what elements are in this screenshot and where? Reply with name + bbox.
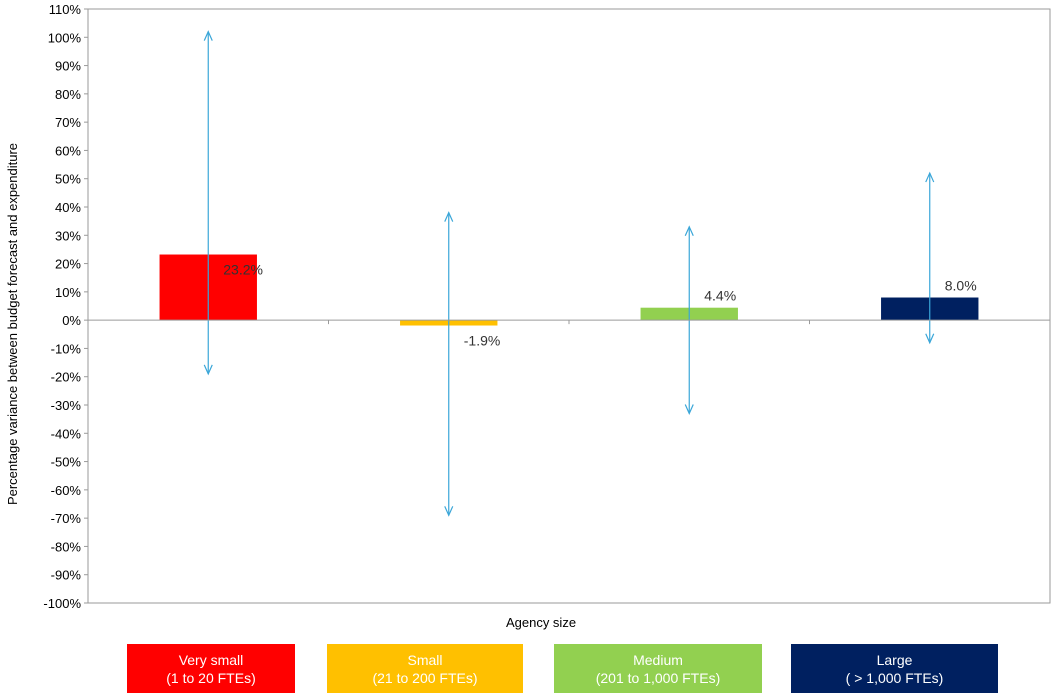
legend-item-small: Small (21 to 200 FTEs) (327, 644, 523, 693)
y-tick-label: 20% (55, 257, 81, 272)
data-label: 8.0% (945, 278, 977, 294)
legend-item-large: Large ( > 1,000 FTEs) (791, 644, 998, 693)
y-tick-label: 30% (55, 228, 81, 243)
data-label: 4.4% (704, 288, 736, 304)
y-tick-label: 60% (55, 143, 81, 158)
y-tick-label: 10% (55, 285, 81, 300)
bars (159, 254, 979, 326)
legend-sublabel: (201 to 1,000 FTEs) (595, 669, 721, 686)
range-arrow (444, 211, 454, 517)
y-tick-label: 80% (55, 87, 81, 102)
legend-label: Large (876, 651, 913, 668)
y-axis-ticks: 110% 100% 90% 80% 70% 60% 50% 40% 30% 20% 10% 0% -10… (43, 2, 88, 611)
plot-area (87, 8, 1051, 604)
x-axis-title: Agency size (506, 615, 576, 630)
y-tick-label: -20% (51, 370, 82, 385)
legend-label: Small (407, 651, 443, 668)
legend-item-medium: Medium (201 to 1,000 FTEs) (554, 644, 762, 693)
chart: 110% 100% 90% 80% 70% 60% 50% 40% 30% 20% 10% 0% -10… (5, 2, 1051, 630)
legend-label: Medium (633, 651, 683, 668)
y-tick-label: 40% (55, 200, 81, 215)
y-tick-label: 100% (48, 30, 82, 45)
y-axis-title: Percentage variance between budget forec… (5, 143, 20, 505)
y-tick-label: -60% (51, 483, 82, 498)
range-arrow (925, 171, 935, 345)
y-tick-label: -10% (51, 341, 82, 356)
legend-item-very-small: Very small (1 to 20 FTEs) (127, 644, 295, 693)
legend-label: Very small (178, 651, 244, 668)
data-labels: 23.2% -1.9% 4.4% 8.0% (223, 262, 976, 349)
legend-sublabel: ( > 1,000 FTEs) (845, 669, 944, 686)
data-label: 23.2% (223, 262, 263, 278)
y-tick-label: -50% (51, 455, 82, 470)
y-tick-label: -90% (51, 568, 82, 583)
legend-sublabel: (21 to 200 FTEs) (372, 669, 478, 686)
y-tick-label: 90% (55, 59, 81, 74)
legend-sublabel: (1 to 20 FTEs) (166, 669, 256, 686)
y-tick-label: -80% (51, 539, 82, 554)
y-tick-label: -30% (51, 398, 82, 413)
range-arrow (203, 30, 213, 376)
y-tick-label: -70% (51, 511, 82, 526)
y-tick-label: 0% (62, 313, 81, 328)
y-tick-label: -100% (43, 596, 81, 611)
y-tick-label: 50% (55, 172, 81, 187)
data-label: -1.9% (464, 333, 501, 349)
y-tick-label: 70% (55, 115, 81, 130)
y-tick-label: -40% (51, 426, 82, 441)
y-tick-label: 110% (49, 2, 82, 17)
range-arrows (203, 30, 935, 517)
